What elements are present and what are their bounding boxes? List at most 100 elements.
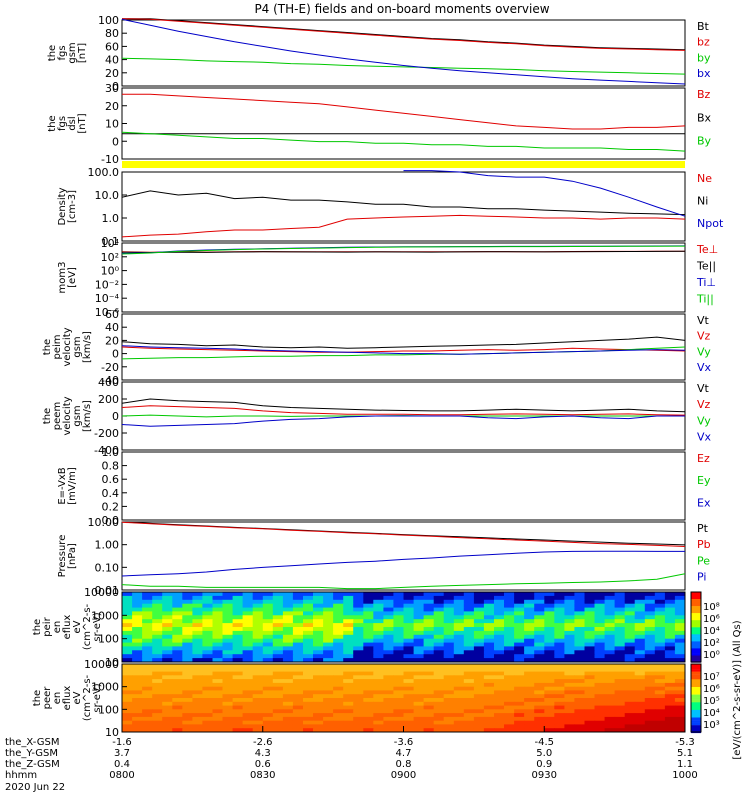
peir_spec-cell [433,627,445,632]
peir_spec-cell [303,603,314,609]
peer_spec-cell [504,679,515,684]
peer_spec-cell [282,671,294,676]
peir_spec-cell [544,592,555,597]
peir_spec-cell [674,634,686,640]
peer_spec-cell [483,720,495,725]
peir_spec-cell [252,650,264,655]
peir_spec-cell [142,658,153,663]
peer_spec-cell [413,728,425,733]
pressure-series-1 [121,521,686,547]
peer_spec-cell [232,709,244,714]
peer_spec-cell [313,701,324,707]
peer_spec-cell [534,728,545,733]
peer_spec-cell [313,713,324,718]
peer_spec-cell [544,709,555,714]
peer_spec-cell [353,701,364,707]
pressure-legend-3: Pi [697,571,706,584]
peir_spec-cell [182,595,193,601]
peir_spec-cell [564,658,575,663]
peir_spec-cell [664,642,676,647]
peer_spec-cell [292,679,304,684]
peir_spec-cell [132,611,143,616]
peir_spec-cell [122,619,133,624]
peer_spec-cell [373,690,384,695]
peer_spec-cell [504,713,515,718]
peer_spec-cell [292,701,304,707]
peer_spec-cell [494,679,505,684]
peer_spec-cell [242,690,254,695]
peer_spec-cell [373,701,384,707]
peir_spec-cell [363,646,374,651]
peir_spec-cell [674,627,686,632]
peir_spec-cell [272,654,284,659]
pressure-series-2 [121,573,686,590]
peir_spec-cell [614,638,626,644]
colorbar-upper-cell [691,632,701,635]
peer_spec-cell [383,664,394,669]
peer_spec-cell [242,698,254,703]
peer_spec-cell [262,686,274,691]
peir_spec-cell [654,615,666,620]
peer_spec-cell [333,701,344,707]
colorbar-upper-tick: 10⁸ [703,602,720,613]
peir_spec-cell [634,634,646,640]
peir_spec-ylabel-line: (cm^2-s- [82,603,93,650]
peer_spec-cell [303,664,314,669]
peim_vel-tick-label: -20 [101,361,119,374]
pressure-tick-label: 0.10 [95,561,120,574]
peir_spec-cell [122,646,133,651]
ephemeris-value: -1.6 [112,737,132,748]
peer_spec-cell [232,720,244,725]
peer_spec-cell [383,701,394,707]
peir_spec-cell [524,650,535,655]
peer_spec-cell [463,720,475,725]
peir_spec-cell [473,623,485,628]
peir_spec-cell [192,603,203,609]
peer_spec-cell [333,698,344,703]
peir_spec-cell [272,623,284,628]
peer_spec-cell [453,705,465,710]
peer_spec-cell [443,709,455,714]
peir_spec-cell [242,619,254,624]
peir_spec-cell [222,638,234,644]
peem_vel-series-0 [121,398,686,413]
colorbar-lower-cell [691,684,701,688]
peer_spec-cell [212,679,224,684]
peer_spec-cell [152,724,163,729]
peir_spec-cell [323,658,334,663]
peir_spec-cell [152,654,163,659]
peer_spec-cell [272,698,284,703]
peir_spec-cell [282,619,294,624]
peer_spec-cell [624,705,636,710]
time-tick-label: 0900 [391,770,416,781]
peir_spec-cell [212,642,224,647]
peir_spec-cell [453,642,465,647]
peer_spec-cell [152,679,163,684]
peir_spec-cell [534,619,545,624]
peer_spec-cell [303,724,314,729]
peir_spec-cell [473,615,485,620]
peer_spec-cell [212,709,224,714]
peir_spec-cell [272,642,284,647]
peir_spec-cell [252,646,264,651]
peer_spec-cell [594,671,606,676]
peer_spec-cell [282,724,294,729]
peer_spec-cell [142,664,153,669]
peir_spec-cell [554,630,565,636]
peer_spec-cell [323,694,334,699]
peer_spec-cell [142,682,153,688]
peer_spec-cell [363,716,374,722]
peir_spec-cell [574,607,585,612]
peer_spec-cell [423,724,435,729]
peir_spec-cell [282,603,294,609]
peer_spec-cell [303,675,314,680]
peer_spec-cell [494,705,505,710]
temperature-legend-0: Te⊥ [696,243,718,256]
peer_spec-cell [584,724,596,729]
peer_spec-cell [192,705,203,710]
peir_spec-cell [162,599,173,605]
peir_spec-cell [282,623,294,628]
peer_spec-cell [353,713,364,718]
peem_vel-legend-0: Vt [697,382,710,395]
peer_spec-cell [363,679,374,684]
